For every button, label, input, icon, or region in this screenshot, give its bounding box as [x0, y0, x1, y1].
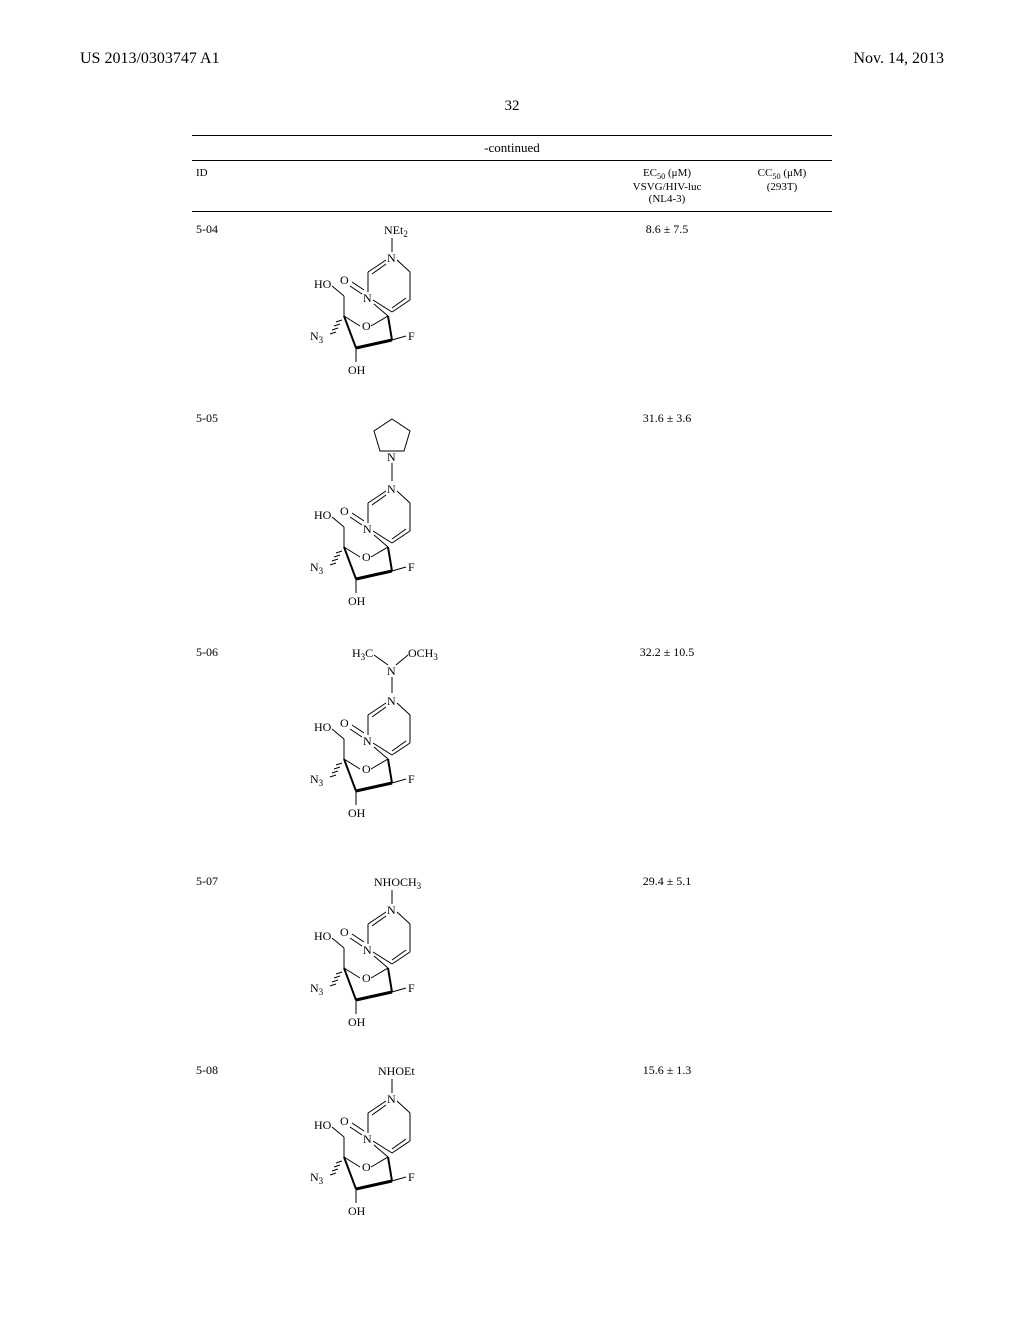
structure-cell: H3C OCH3 N N N [266, 643, 602, 858]
svg-text:F: F [408, 981, 415, 995]
svg-text:O: O [362, 319, 371, 333]
svg-text:N3: N3 [310, 772, 324, 788]
compound-id: 5-04 [192, 220, 266, 237]
svg-text:HO: HO [314, 929, 332, 943]
ec50-unit: (μM) [665, 167, 691, 179]
cc50-value [732, 409, 832, 411]
svg-text:OH: OH [348, 594, 366, 608]
ec50-label: EC [643, 167, 657, 179]
svg-text:O: O [362, 550, 371, 564]
svg-text:N: N [387, 450, 396, 464]
publication-date: Nov. 14, 2013 [853, 50, 944, 68]
publication-number: US 2013/0303747 A1 [80, 50, 220, 68]
cc50-sub: 50 [772, 172, 780, 181]
svg-text:F: F [408, 329, 415, 343]
table-row: 5-05 N N N [192, 401, 832, 635]
chemical-structure-icon: H3C OCH3 N N N [266, 643, 486, 858]
ec50-value: 31.6 ± 3.6 [602, 409, 732, 426]
patent-page: US 2013/0303747 A1 Nov. 14, 2013 32 -con… [0, 0, 1024, 1282]
svg-text:OH: OH [348, 1204, 366, 1218]
svg-text:O: O [362, 762, 371, 776]
page-header: US 2013/0303747 A1 Nov. 14, 2013 [80, 50, 944, 68]
svg-text:HO: HO [314, 277, 332, 291]
svg-text:O: O [340, 1114, 349, 1128]
svg-text:O: O [340, 716, 349, 730]
col-header-structure [266, 167, 602, 205]
svg-text:N: N [387, 1092, 396, 1106]
cc50-line2: (293T) [767, 181, 798, 193]
svg-text:N: N [387, 903, 396, 917]
compound-id: 5-06 [192, 643, 266, 660]
cc50-label: CC [758, 167, 773, 179]
ec50-value: 15.6 ± 1.3 [602, 1061, 732, 1078]
svg-text:N: N [387, 664, 396, 678]
svg-text:N: N [387, 251, 396, 265]
structure-cell: NEt2 N N [266, 220, 602, 395]
svg-text:OCH3: OCH3 [408, 646, 438, 662]
ec50-value: 32.2 ± 10.5 [602, 643, 732, 660]
svg-text:N3: N3 [310, 981, 324, 997]
svg-text:OH: OH [348, 806, 366, 820]
compound-id: 5-08 [192, 1061, 266, 1078]
chemical-structure-icon: NHOCH3 N N O HO [266, 872, 486, 1047]
svg-text:N: N [363, 1132, 372, 1146]
table-header-row: ID EC50 (μM) VSVG/HIV-luc (NL4-3) CC50 (… [192, 160, 832, 212]
svg-text:NHOEt: NHOEt [378, 1064, 415, 1078]
cc50-value [732, 1061, 832, 1063]
svg-text:N: N [363, 943, 372, 957]
svg-text:HO: HO [314, 1118, 332, 1132]
structure-cell: NHOEt N N O HO [266, 1061, 602, 1236]
structure-cell: NHOCH3 N N O HO [266, 872, 602, 1047]
table-row: 5-04 NEt2 N N [192, 212, 832, 401]
svg-text:H3C: H3C [352, 646, 373, 662]
col-header-id: ID [192, 167, 266, 205]
chemical-structure-icon: NHOEt N N O HO [266, 1061, 486, 1236]
svg-text:OH: OH [348, 363, 366, 377]
table-caption: -continued [192, 135, 832, 160]
ec50-line2: VSVG/HIV-luc [633, 181, 702, 193]
chemical-structure-icon: NEt2 N N [266, 220, 486, 395]
svg-text:HO: HO [314, 720, 332, 734]
svg-text:N: N [363, 734, 372, 748]
structure-cell: N N N O H [266, 409, 602, 629]
svg-text:OH: OH [348, 1015, 366, 1029]
ec50-line3: (NL4-3) [649, 193, 686, 205]
chemical-structure-icon: N N N O H [266, 409, 486, 629]
svg-text:N3: N3 [310, 1170, 324, 1186]
svg-text:F: F [408, 772, 415, 786]
svg-text:N: N [363, 291, 372, 305]
col-header-ec50: EC50 (μM) VSVG/HIV-luc (NL4-3) [602, 167, 732, 205]
page-number: 32 [80, 98, 944, 115]
svg-text:O: O [340, 504, 349, 518]
svg-text:O: O [362, 1160, 371, 1174]
svg-text:O: O [340, 273, 349, 287]
svg-text:NEt2: NEt2 [384, 223, 408, 239]
svg-text:O: O [362, 971, 371, 985]
svg-text:N: N [363, 522, 372, 536]
col-header-cc50: CC50 (μM) (293T) [732, 167, 832, 205]
table-row: 5-08 NHOEt N N [192, 1053, 832, 1242]
cc50-value [732, 872, 832, 874]
svg-text:F: F [408, 560, 415, 574]
svg-text:N3: N3 [310, 560, 324, 576]
svg-text:NHOCH3: NHOCH3 [374, 875, 422, 891]
svg-text:O: O [340, 925, 349, 939]
svg-text:F: F [408, 1170, 415, 1184]
activity-table: -continued ID EC50 (μM) VSVG/HIV-luc (NL… [192, 135, 832, 1242]
table-row: 5-07 NHOCH3 N N [192, 864, 832, 1053]
svg-text:N: N [387, 482, 396, 496]
ec50-value: 8.6 ± 7.5 [602, 220, 732, 237]
svg-text:HO: HO [314, 508, 332, 522]
compound-id: 5-05 [192, 409, 266, 426]
compound-id: 5-07 [192, 872, 266, 889]
cc50-value [732, 220, 832, 222]
svg-text:N3: N3 [310, 329, 324, 345]
svg-text:N: N [387, 694, 396, 708]
cc50-value [732, 643, 832, 645]
cc50-unit: (μM) [781, 167, 807, 179]
table-row: 5-06 H3C OCH3 N N [192, 635, 832, 864]
ec50-value: 29.4 ± 5.1 [602, 872, 732, 889]
